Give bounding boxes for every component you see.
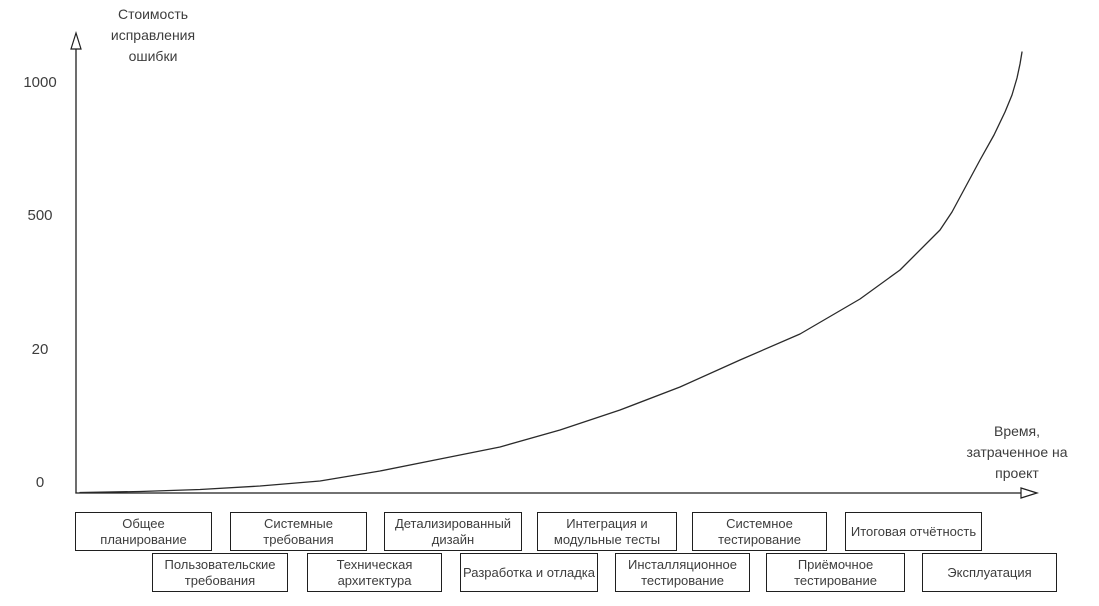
phase-label: Детализированный дизайн — [394, 515, 512, 547]
phase-box: Системные требования — [230, 512, 367, 551]
x-axis-title: Время, затраченное на проект — [966, 423, 1068, 481]
phase-box: Детализированный дизайн — [384, 512, 522, 551]
phase-box: Эксплуатация — [922, 553, 1057, 592]
phase-label: Техническая архитектура — [336, 556, 413, 588]
phase-label: Системные требования — [263, 515, 334, 547]
phase-label: Интеграция и модульные тесты — [553, 515, 661, 547]
y-tick-20: 20 — [31, 341, 49, 358]
phase-label: Эксплуатация — [947, 564, 1032, 580]
phase-box: Инсталляционное тестирование — [615, 553, 750, 592]
phase-box: Приёмочное тестирование — [766, 553, 905, 592]
phase-label: Приёмочное тестирование — [794, 556, 877, 588]
phase-label: Системное тестирование — [718, 515, 801, 547]
phase-label: Итоговая отчётность — [850, 523, 977, 539]
phase-box: Разработка и отладка — [460, 553, 598, 592]
phase-box: Пользовательские требования — [152, 553, 288, 592]
y-tick-1000: 1000 — [23, 74, 57, 91]
y-axis-arrowhead-icon — [70, 30, 82, 50]
phase-label: Инсталляционное тестирование — [627, 556, 738, 588]
phase-box: Интеграция и модульные тесты — [537, 512, 677, 551]
phase-label: Разработка и отладка — [463, 564, 595, 580]
phase-box: Итоговая отчётность — [845, 512, 982, 551]
phase-box: Системное тестирование — [692, 512, 827, 551]
phase-box: Техническая архитектура — [307, 553, 442, 592]
phase-label: Общее планирование — [100, 515, 187, 547]
y-tick-500: 500 — [27, 207, 53, 224]
y-axis-title: Стоимость исправления ошибки — [110, 6, 196, 64]
phase-label: Пользовательские требования — [164, 556, 276, 588]
cost-curve — [79, 51, 1023, 494]
phase-box: Общее планирование — [75, 512, 212, 551]
x-axis-arrowhead-icon — [1020, 487, 1040, 499]
y-tick-0: 0 — [35, 474, 45, 491]
